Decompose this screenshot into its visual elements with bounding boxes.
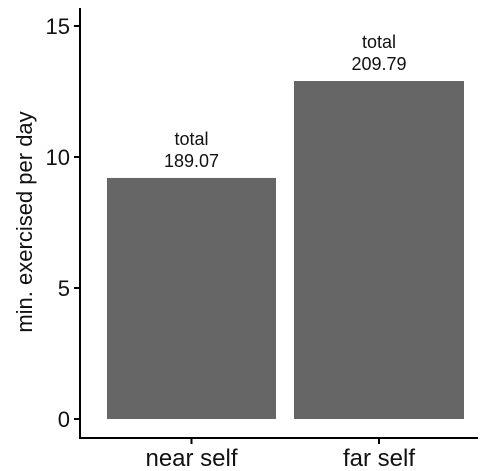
bar-far-self <box>294 81 464 420</box>
y-tick-label: 10 <box>46 145 70 170</box>
bar-near-self <box>107 177 276 419</box>
bar-annotation-label: total <box>174 129 208 149</box>
bar-annotation-value: 209.79 <box>351 54 406 74</box>
x-tick-label: near self <box>145 445 237 471</box>
x-axis-ticks: near self far self <box>145 438 415 471</box>
y-axis-title: min. exercised per day <box>12 111 37 332</box>
bar-annotation-value: 189.07 <box>164 151 219 171</box>
x-tick-label: far self <box>343 445 415 471</box>
bar-annotation-label: total <box>362 32 396 52</box>
y-axis-ticks: 0 5 10 15 <box>46 14 80 432</box>
y-tick-label: 5 <box>58 276 70 301</box>
bars <box>107 81 464 420</box>
y-tick-label: 15 <box>46 14 70 39</box>
y-tick-label: 0 <box>58 407 70 432</box>
